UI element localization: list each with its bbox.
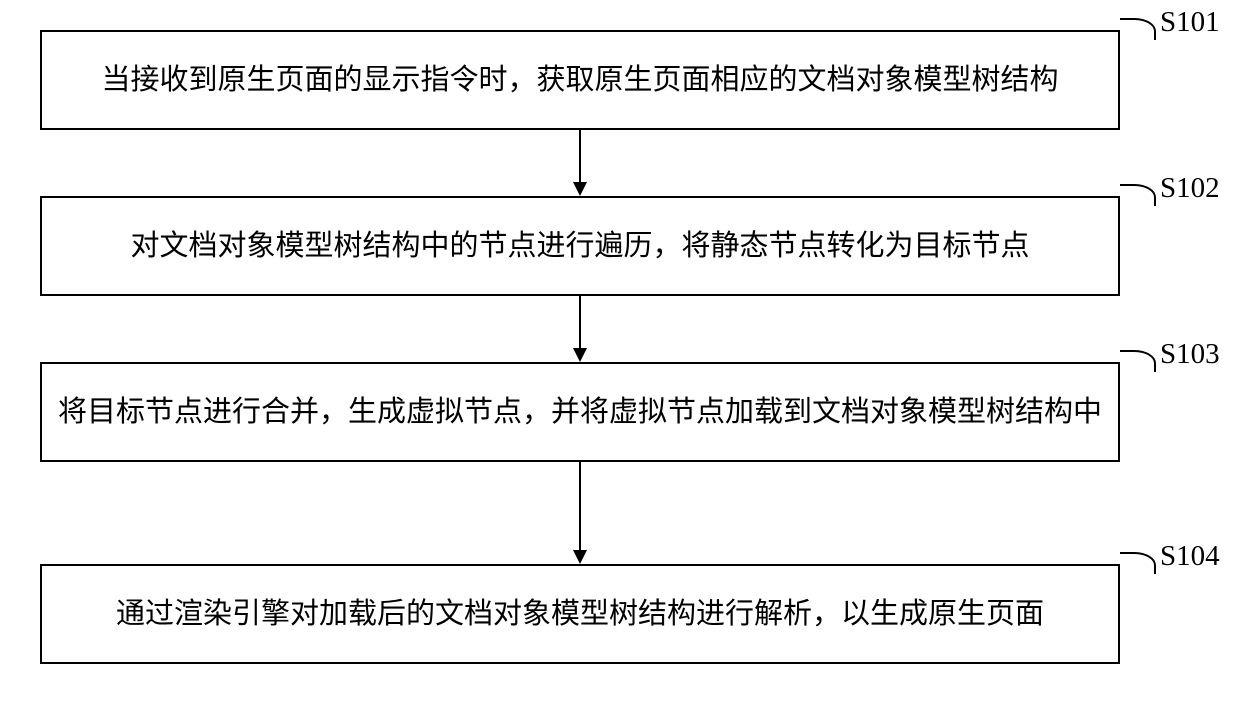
step-label-s103: S103 (1160, 338, 1220, 371)
step-box-s101: 当接收到原生页面的显示指令时，获取原生页面相应的文档对象模型树结构 (40, 30, 1120, 130)
label-connector-arc (1120, 184, 1156, 206)
label-connector-arc (1120, 552, 1156, 574)
step-id: S102 (1160, 172, 1220, 204)
flowchart-canvas: 当接收到原生页面的显示指令时，获取原生页面相应的文档对象模型树结构 S101 对… (0, 0, 1240, 728)
step-text: 对文档对象模型树结构中的节点进行遍历，将静态节点转化为目标节点 (130, 223, 1029, 269)
step-box-s104: 通过渲染引擎对加载后的文档对象模型树结构进行解析，以生成原生页面 (40, 564, 1120, 664)
label-connector-arc (1120, 18, 1156, 40)
label-connector-arc (1120, 350, 1156, 372)
step-id: S103 (1160, 338, 1220, 370)
step-text: 通过渲染引擎对加载后的文档对象模型树结构进行解析，以生成原生页面 (116, 591, 1044, 637)
step-text: 将目标节点进行合并，生成虚拟节点，并将虚拟节点加载到文档对象模型树结构中 (58, 389, 1102, 435)
step-label-s101: S101 (1160, 6, 1220, 39)
step-text: 当接收到原生页面的显示指令时，获取原生页面相应的文档对象模型树结构 (101, 57, 1058, 103)
step-label-s104: S104 (1160, 540, 1220, 573)
step-label-s102: S102 (1160, 172, 1220, 205)
flow-arrow (570, 462, 590, 564)
step-box-s103: 将目标节点进行合并，生成虚拟节点，并将虚拟节点加载到文档对象模型树结构中 (40, 362, 1120, 462)
step-id: S104 (1160, 540, 1220, 572)
flow-arrow (570, 130, 590, 196)
step-box-s102: 对文档对象模型树结构中的节点进行遍历，将静态节点转化为目标节点 (40, 196, 1120, 296)
step-id: S101 (1160, 6, 1220, 38)
flow-arrow (570, 296, 590, 362)
